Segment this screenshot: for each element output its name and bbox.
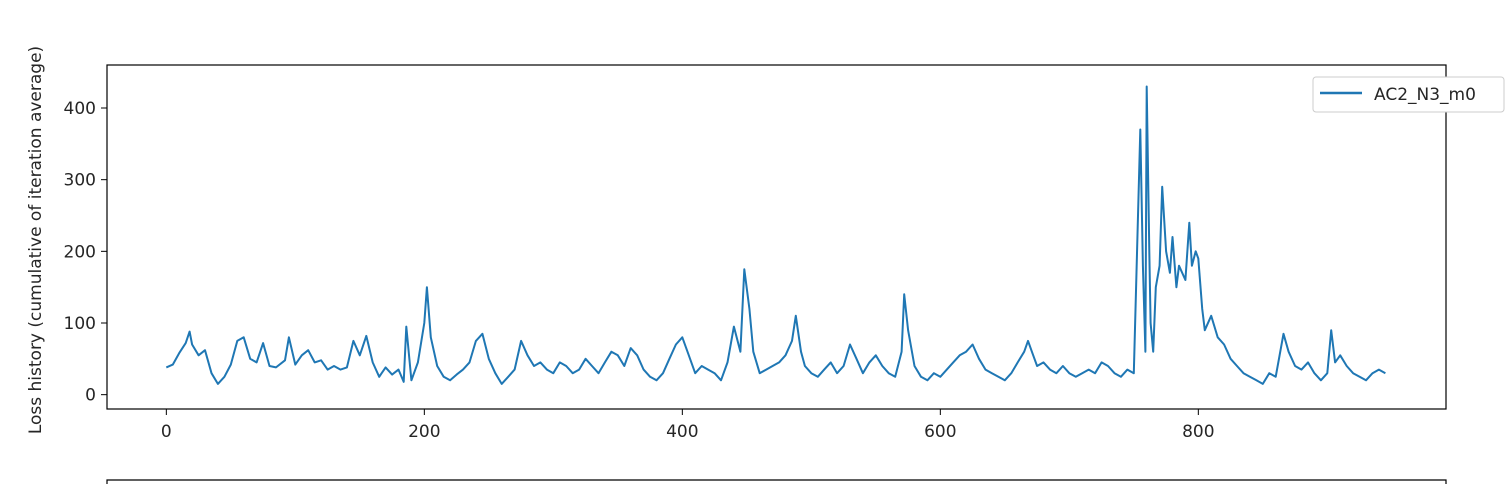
legend-box [1312, 76, 1505, 113]
y-axis: 0 100 200 300 400 [64, 99, 107, 406]
y-tick-label: 200 [64, 242, 96, 262]
y-tick-label: 100 [64, 314, 96, 334]
legend-label: AC2_N3_m0 [1374, 85, 1476, 105]
series-line-0 [165, 85, 1386, 385]
x-tick-label: 800 [1182, 422, 1214, 442]
y-tick-label: 300 [64, 171, 96, 191]
x-tick-label: 600 [924, 422, 956, 442]
x-tick-label: 400 [666, 422, 698, 442]
plot-area [165, 85, 1386, 385]
x-tick-label: 200 [408, 422, 440, 442]
legend: AC2_N3_m0 [1312, 76, 1505, 113]
next-subplot-frame [106, 479, 1447, 484]
x-tick-label: 0 [161, 422, 172, 442]
y-axis-label: Loss history (cumulative of iteration av… [26, 46, 46, 434]
x-axis: 0 200 400 600 800 [161, 409, 1215, 442]
plot-frame [106, 64, 1447, 410]
y-tick-label: 400 [64, 99, 96, 119]
y-tick-label: 0 [85, 386, 96, 406]
